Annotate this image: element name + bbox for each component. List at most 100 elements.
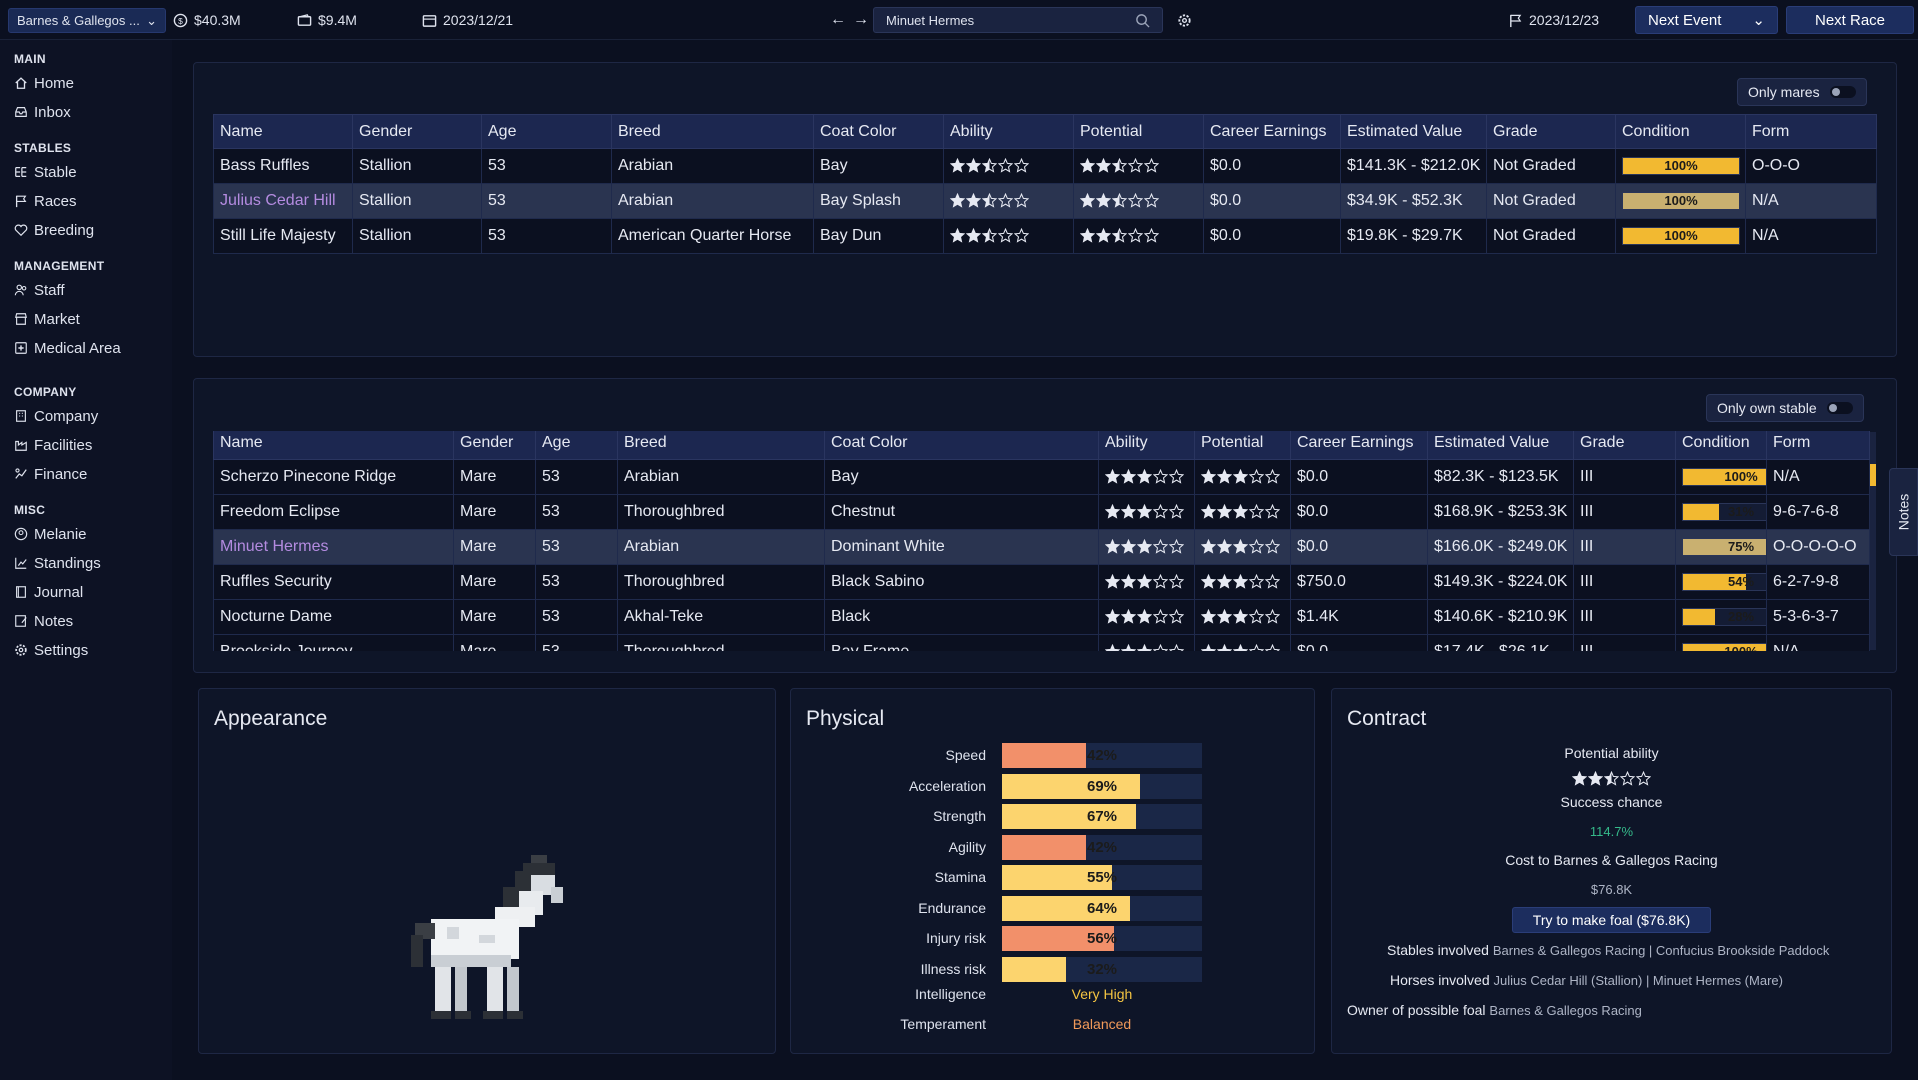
only-own-stable-toggle[interactable]: Only own stable <box>1706 394 1864 422</box>
gear-icon[interactable] <box>1177 0 1198 40</box>
sidebar-item-medical-area[interactable]: Medical Area <box>14 337 121 359</box>
search-icon[interactable] <box>1135 13 1150 28</box>
column-header[interactable]: Breed <box>611 114 814 149</box>
sidebar-item-inbox[interactable]: Inbox <box>14 101 71 123</box>
column-header[interactable]: Estimated Value <box>1427 431 1574 460</box>
column-header[interactable]: Career Earnings <box>1203 114 1341 149</box>
sidebar-item-journal[interactable]: Journal <box>14 581 83 603</box>
user-circle-icon <box>14 527 28 541</box>
column-header[interactable]: Gender <box>453 431 536 460</box>
mare-table-viewport[interactable]: Name Gender Age Breed Coat Color Ability Poten… <box>213 431 1871 651</box>
stat-bar: 55% <box>1002 865 1202 890</box>
sidebar-item-finance[interactable]: Finance <box>14 463 87 485</box>
sidebar-item-settings[interactable]: Settings <box>14 639 88 661</box>
sidebar-item-notes[interactable]: Notes <box>14 610 73 632</box>
table-row[interactable]: Julius Cedar Hill Stallion 53 Arabian Bay Sp… <box>213 183 1877 219</box>
cell-ability <box>1098 494 1195 530</box>
table-row[interactable]: Freedom Eclipse Mare 53 Thoroughbred Chestnu… <box>213 494 1870 530</box>
column-header[interactable]: Form <box>1745 114 1877 149</box>
column-header[interactable]: Coat Color <box>813 114 944 149</box>
star-filled-icon <box>1105 469 1120 484</box>
column-header[interactable]: Potential <box>1073 114 1204 149</box>
cell-ability <box>943 183 1074 219</box>
sidebar-section-stables: STABLES <box>14 141 72 155</box>
column-header[interactable]: Grade <box>1573 431 1676 460</box>
condition-fill <box>1623 192 1739 209</box>
stat-bar-fill <box>1002 926 1114 951</box>
condition-fill <box>1683 538 1766 555</box>
condition-fill <box>1683 643 1766 651</box>
cell-earnings: $0.0 <box>1290 529 1428 565</box>
wallet-icon <box>297 13 312 26</box>
stable-select[interactable]: Barnes & Gallegos ... ⌄ <box>8 8 166 33</box>
sidebar-item-company[interactable]: Company <box>14 405 98 427</box>
sidebar-item-facilities[interactable]: Facilities <box>14 434 92 456</box>
star-rating <box>950 228 1029 243</box>
next-race-button[interactable]: Next Race <box>1786 6 1914 34</box>
toggle-switch[interactable] <box>1826 402 1853 414</box>
star-filled-icon <box>1233 644 1248 651</box>
column-header[interactable]: Coat Color <box>824 431 1099 460</box>
stat-percent: 64% <box>1086 899 1118 917</box>
column-header[interactable]: Form <box>1766 431 1870 460</box>
sidebar-item-label: Settings <box>34 641 89 659</box>
search-input[interactable]: Minuet Hermes <box>873 7 1163 33</box>
column-header[interactable]: Estimated Value <box>1340 114 1487 149</box>
condition-label: 100% <box>1724 468 1758 484</box>
cell-breed: Thoroughbred <box>617 564 825 600</box>
star-rating <box>950 158 1029 173</box>
sidebar-item-melanie[interactable]: Melanie <box>14 523 87 545</box>
sidebar-item-staff[interactable]: Staff <box>14 279 65 301</box>
column-header[interactable]: Condition <box>1615 114 1746 149</box>
sidebar-item-races[interactable]: Races <box>14 190 77 212</box>
sidebar-item-home[interactable]: Home <box>14 72 74 94</box>
table-row[interactable]: Bass Ruffles Stallion 53 Arabian Bay $0.0 $141… <box>213 148 1877 184</box>
stat-percent: 56% <box>1086 930 1118 947</box>
cell-form: N/A <box>1766 634 1870 651</box>
table-row[interactable]: Brookside JourneyMare53ThoroughbredBay F… <box>213 634 1870 651</box>
only-mares-toggle[interactable]: Only mares <box>1737 78 1867 106</box>
success-chance-label: Success chance <box>1560 794 1663 810</box>
scrollbar-thumb[interactable] <box>1870 464 1876 486</box>
make-foal-button[interactable]: Try to make foal ($76.8K) <box>1512 907 1711 933</box>
notes-tab[interactable]: Notes <box>1889 468 1918 556</box>
table-row[interactable]: Minuet Hermes Mare 53 Arabian Dominant White… <box>213 529 1870 565</box>
cell-grade: III <box>1573 494 1676 530</box>
table-row[interactable]: Still Life Majesty Stallion 53 American Qua… <box>213 218 1877 254</box>
column-header[interactable]: Breed <box>617 431 825 460</box>
column-header[interactable]: Age <box>535 431 618 460</box>
stat-bar-fill <box>1002 865 1112 890</box>
column-header[interactable]: Potential <box>1194 431 1291 460</box>
sidebar-item-standings[interactable]: Standings <box>14 552 101 574</box>
table-row[interactable]: Scherzo Pinecone Ridge Mare 53 Arabian Bay $0… <box>213 459 1870 495</box>
sidebar-section-misc: MISC <box>14 503 46 517</box>
sidebar-item-market[interactable]: Market <box>14 308 80 330</box>
sidebar-item-label: Facilities <box>34 436 93 454</box>
cell-grade: III <box>1573 599 1676 635</box>
star-empty-icon <box>1265 539 1280 554</box>
sidebar-item-stable[interactable]: Stable <box>14 161 77 183</box>
table-row[interactable]: Nocturne Dame Mare 53 Akhal-Teke Black $1.4K $… <box>213 599 1870 635</box>
column-header[interactable]: Name <box>213 431 454 460</box>
column-header[interactable]: Condition <box>1675 431 1767 460</box>
column-header[interactable]: Career Earnings <box>1290 431 1428 460</box>
cell-form: N/A <box>1766 459 1870 495</box>
column-header[interactable]: Name <box>213 114 353 149</box>
star-empty-icon <box>1249 539 1264 554</box>
column-header[interactable]: Ability <box>943 114 1074 149</box>
star-filled-icon <box>1121 644 1136 651</box>
chevron-down-icon: ⌄ <box>1752 12 1765 29</box>
physical-title: Physical <box>806 707 885 730</box>
table-row[interactable]: Ruffles Security Mare 53 Thoroughbred Black … <box>213 564 1870 600</box>
back-arrow-icon[interactable]: ← <box>830 11 846 28</box>
star-filled-icon <box>1105 539 1120 554</box>
next-event-button[interactable]: Next Event ⌄ <box>1635 6 1778 34</box>
column-header[interactable]: Age <box>481 114 612 149</box>
mare-table-scrollbar[interactable] <box>1870 432 1876 650</box>
column-header[interactable]: Grade <box>1486 114 1616 149</box>
column-header[interactable]: Gender <box>352 114 482 149</box>
sidebar-item-breeding[interactable]: Breeding <box>14 219 94 241</box>
toggle-switch[interactable] <box>1829 86 1856 98</box>
column-header[interactable]: Ability <box>1098 431 1195 460</box>
forward-arrow-icon[interactable]: → <box>853 11 869 28</box>
